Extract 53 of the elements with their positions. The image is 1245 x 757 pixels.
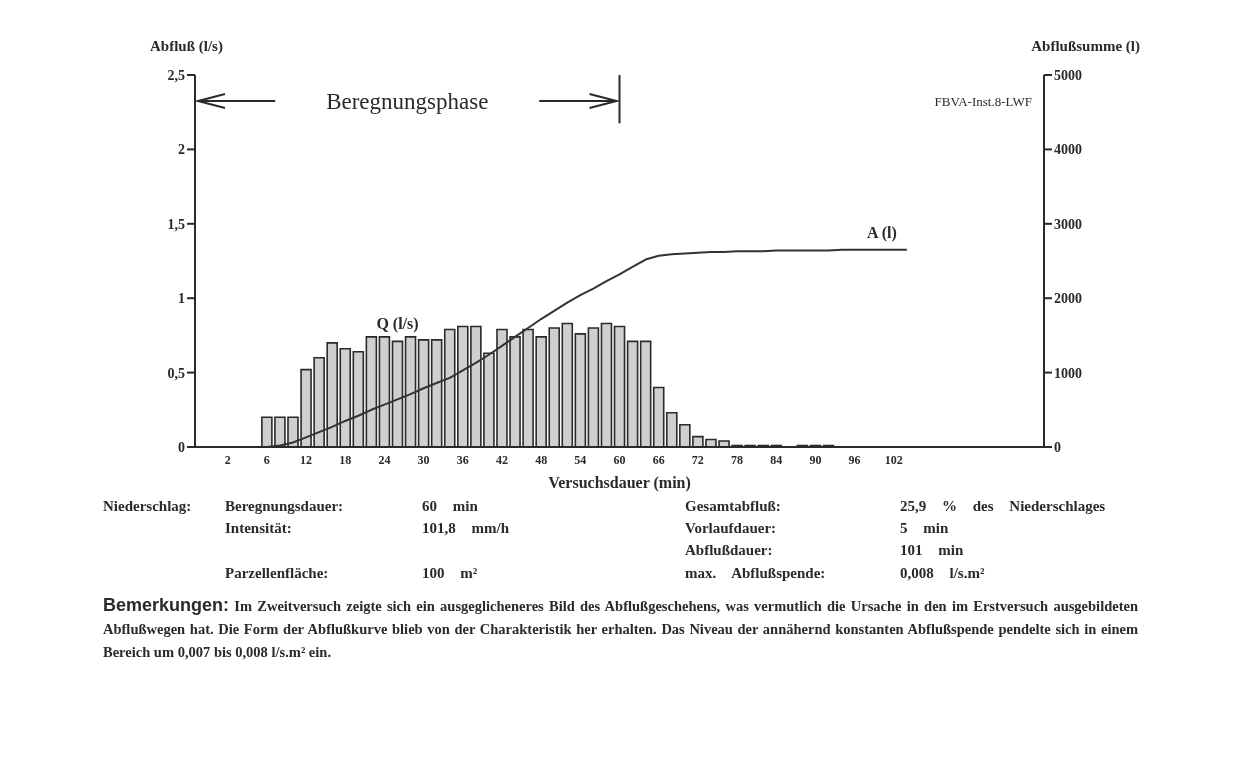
x-tick-label: 54 (574, 452, 587, 467)
x-tick-label: 78 (731, 452, 744, 467)
x-tick-label: 60 (613, 452, 626, 467)
text: 100 m² (422, 565, 478, 582)
annotation: FBVA-Inst.8-LWF (934, 94, 1032, 109)
text: Niederschlag: (103, 498, 192, 515)
series-label: A (l) (867, 223, 897, 242)
text: Beregnungsdauer: (225, 498, 344, 515)
x-tick-label: 66 (652, 452, 665, 467)
text: max. Abflußspende: (685, 565, 826, 582)
x-tick-label: 96 (848, 452, 861, 467)
y-axis-title: Abfluß (l/s) (150, 38, 223, 55)
text: Intensität: (225, 520, 292, 537)
x-tick-label: 30 (417, 452, 430, 467)
y2-tick-label: 1000 (1054, 365, 1082, 381)
text: Vorlaufdauer: (685, 520, 777, 537)
y-tick-label: 0 (178, 439, 185, 455)
text: 0,008 l/s.m² (900, 565, 985, 582)
x-tick-label: 18 (339, 452, 352, 467)
text: Abflußdauer: (685, 542, 773, 559)
x-tick-label: 24 (378, 452, 391, 467)
y2-tick-label: 4000 (1054, 142, 1082, 158)
x-tick-label: 2 (224, 452, 231, 467)
text: 25,9 % des Niederschlages (900, 498, 1106, 515)
x-tick-label: 84 (770, 452, 783, 467)
y2-tick-label: 3000 (1054, 216, 1082, 232)
y2-tick-label: 0 (1054, 439, 1061, 455)
y-tick-label: 2 (178, 142, 185, 158)
x-tick-label: 6 (263, 452, 270, 467)
text: 101,8 mm/h (422, 520, 509, 537)
text: 5 min (900, 520, 949, 537)
y-tick-label: 1,5 (167, 216, 185, 232)
y2-tick-label: 5000 (1054, 67, 1082, 83)
text: 101 min (900, 542, 964, 559)
y-tick-label: 1 (178, 291, 185, 307)
x-tick-label: 12 (300, 452, 313, 467)
text: Parzellenfläche: (225, 565, 329, 582)
x-tick-label: 42 (495, 452, 508, 467)
series-label: Q (l/s) (376, 315, 419, 334)
y-tick-label: 2,5 (167, 67, 185, 83)
x-tick-label: 90 (809, 452, 822, 467)
x-tick-label: 36 (456, 452, 469, 467)
y-tick-label: 0,5 (167, 365, 185, 381)
text: Bemerkungen: (103, 595, 230, 615)
text: 60 min (422, 498, 478, 515)
x-tick-label: 102 (884, 452, 903, 467)
y2-axis-title: Abflußsumme (l) (1031, 38, 1140, 55)
x-tick-label: 72 (691, 452, 704, 467)
text: Gesamtabfluß: (685, 498, 781, 515)
y2-tick-label: 2000 (1054, 291, 1082, 307)
x-tick-label: 48 (535, 452, 548, 467)
annotation: Beregnungsphase (326, 89, 489, 114)
x-axis-title: Versuchsdauer (min) (547, 474, 692, 492)
